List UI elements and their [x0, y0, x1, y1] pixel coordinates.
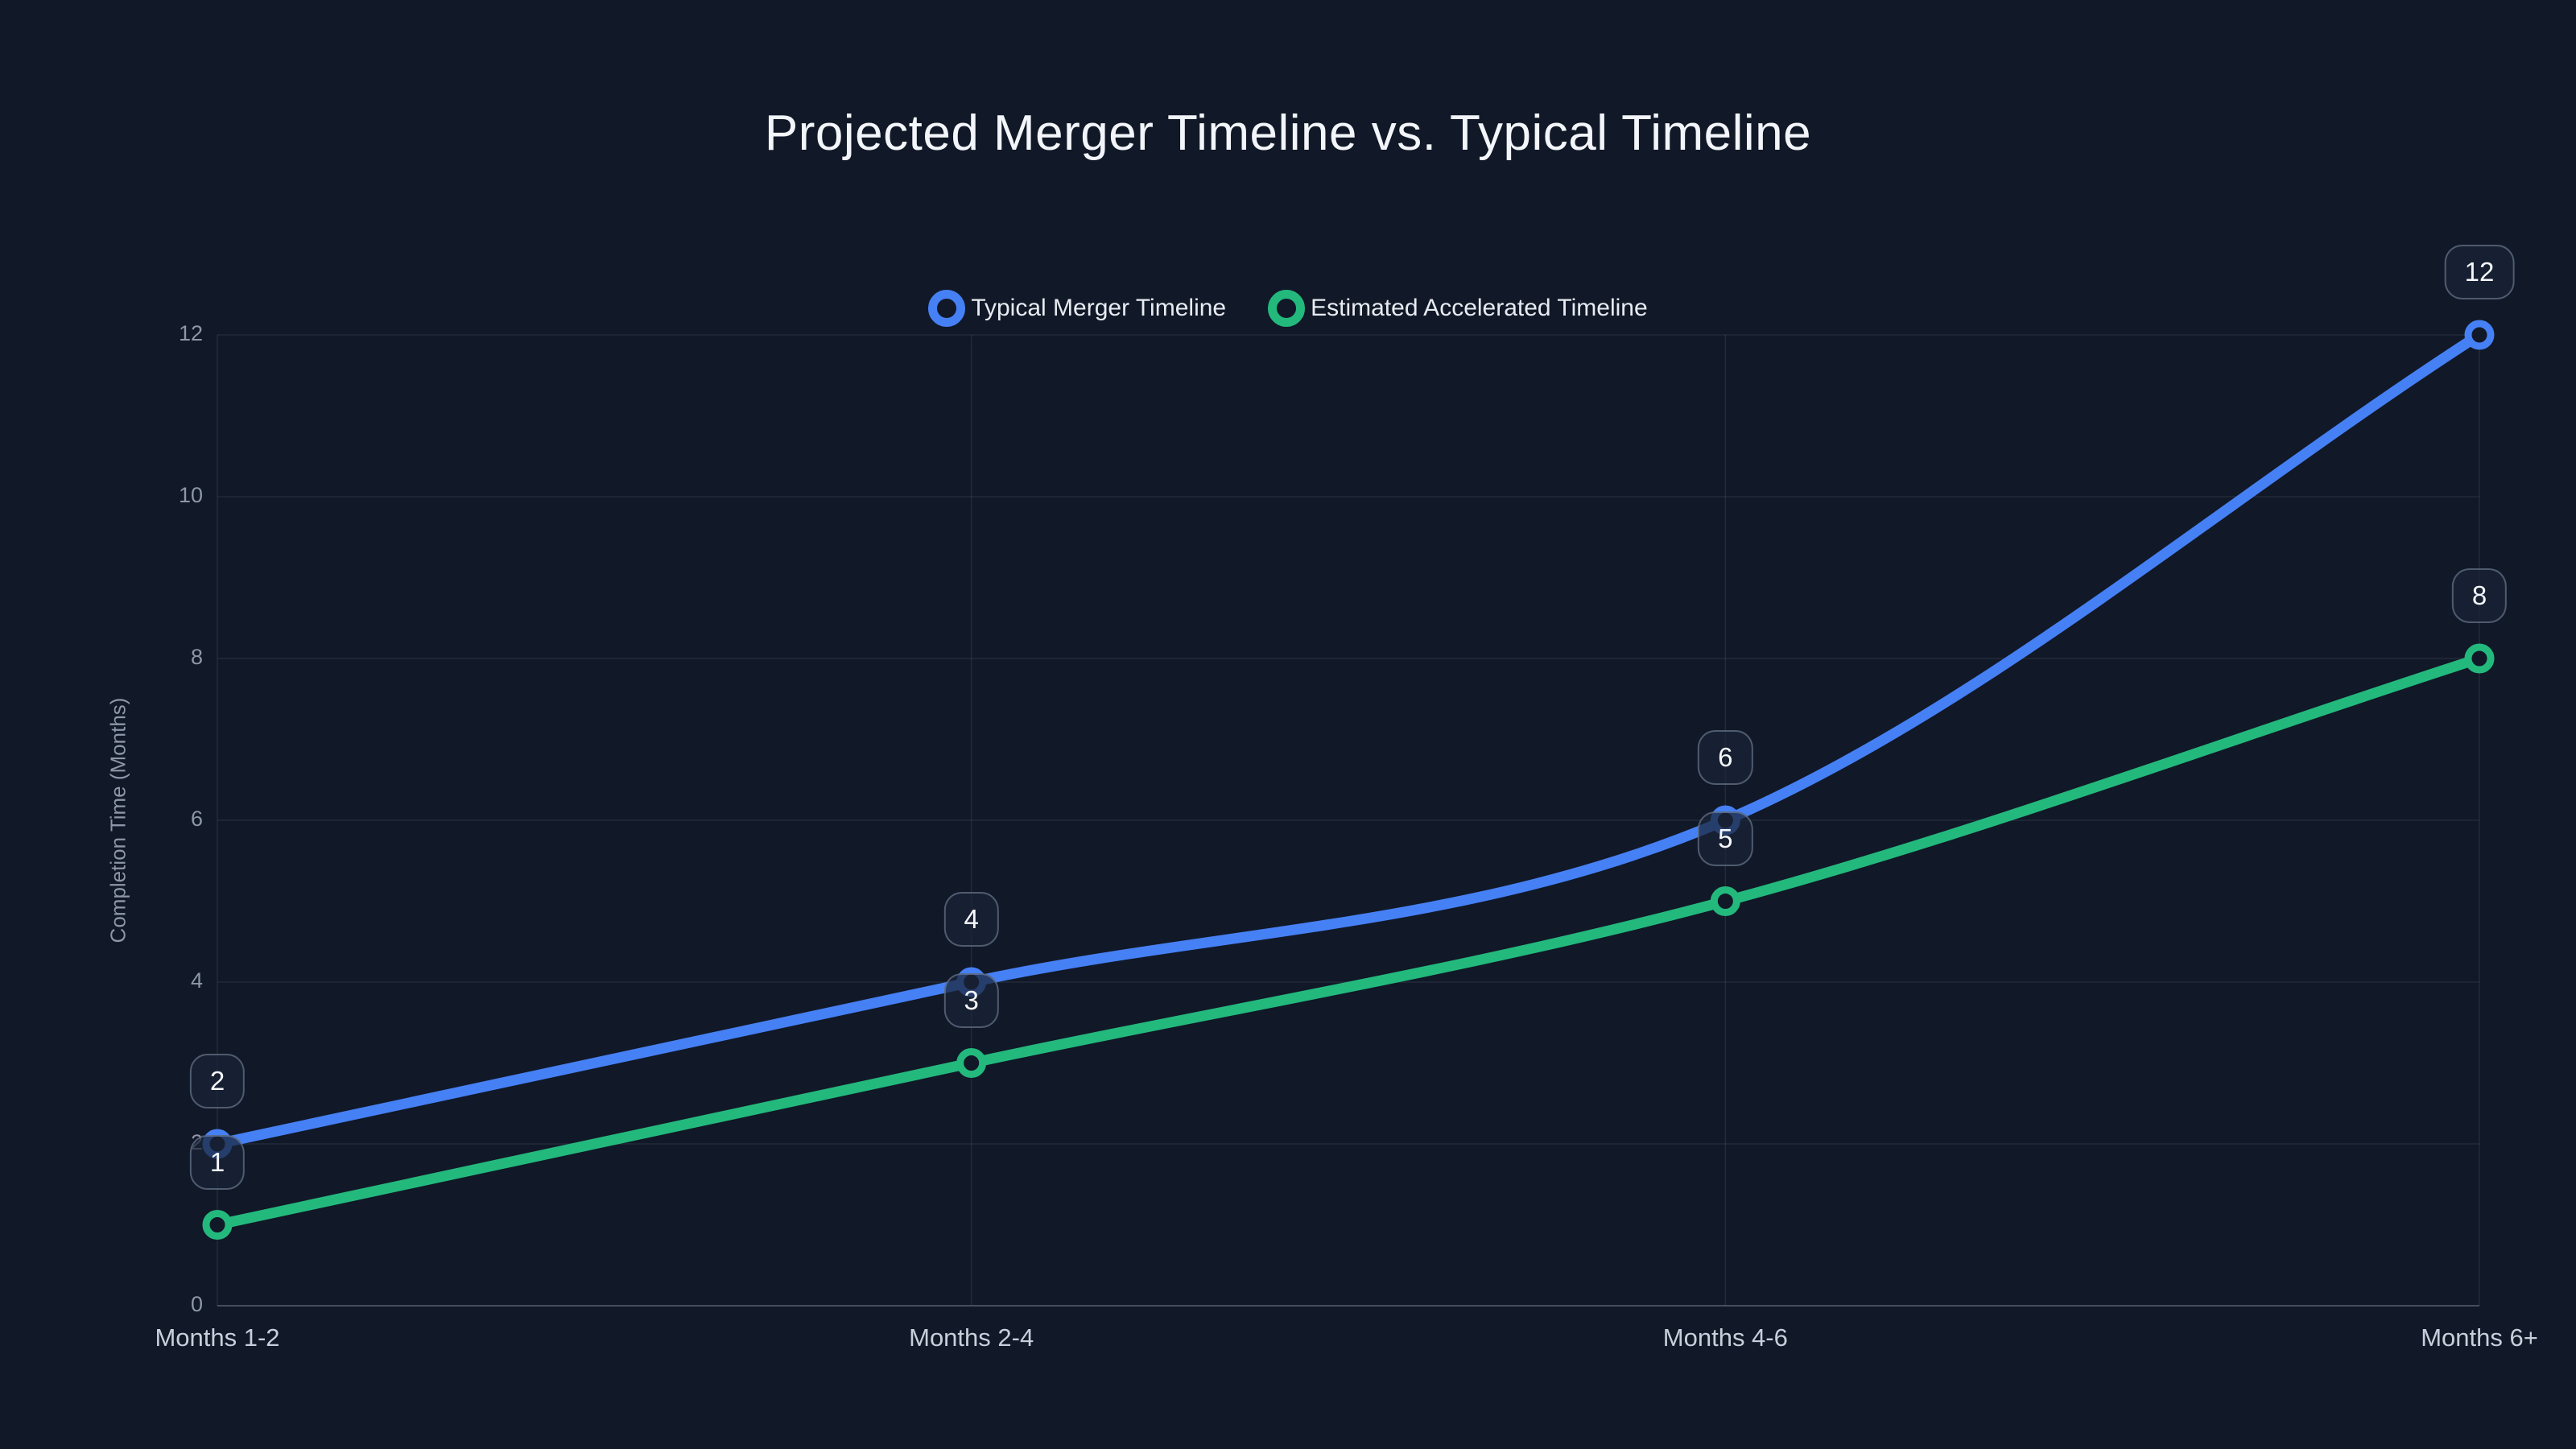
- data-point-marker[interactable]: [956, 967, 987, 997]
- chart-title: Projected Merger Timeline vs. Typical Ti…: [764, 105, 1812, 161]
- data-point-marker[interactable]: [956, 1048, 987, 1078]
- series-line-1: [212, 653, 2485, 1230]
- data-point-marker[interactable]: [1710, 886, 1740, 916]
- data-point-marker[interactable]: [2464, 320, 2495, 350]
- legend-item-label: Estimated Accelerated Timeline: [1311, 295, 1648, 321]
- data-point-marker[interactable]: [2464, 643, 2495, 674]
- series-line-0: [212, 329, 2485, 1150]
- legend-marker-icon: [928, 290, 966, 327]
- data-point-marker[interactable]: [202, 1129, 233, 1159]
- data-point-marker[interactable]: [1710, 805, 1740, 836]
- legend-item[interactable]: Typical Merger Timeline: [928, 290, 1226, 327]
- data-point-marker[interactable]: [202, 1210, 233, 1240]
- legend: Typical Merger Timeline Estimated Acceler…: [0, 290, 2576, 327]
- legend-item-label: Typical Merger Timeline: [971, 295, 1227, 321]
- legend-item[interactable]: Estimated Accelerated Timeline: [1268, 290, 1648, 327]
- legend-marker-icon: [1268, 290, 1306, 327]
